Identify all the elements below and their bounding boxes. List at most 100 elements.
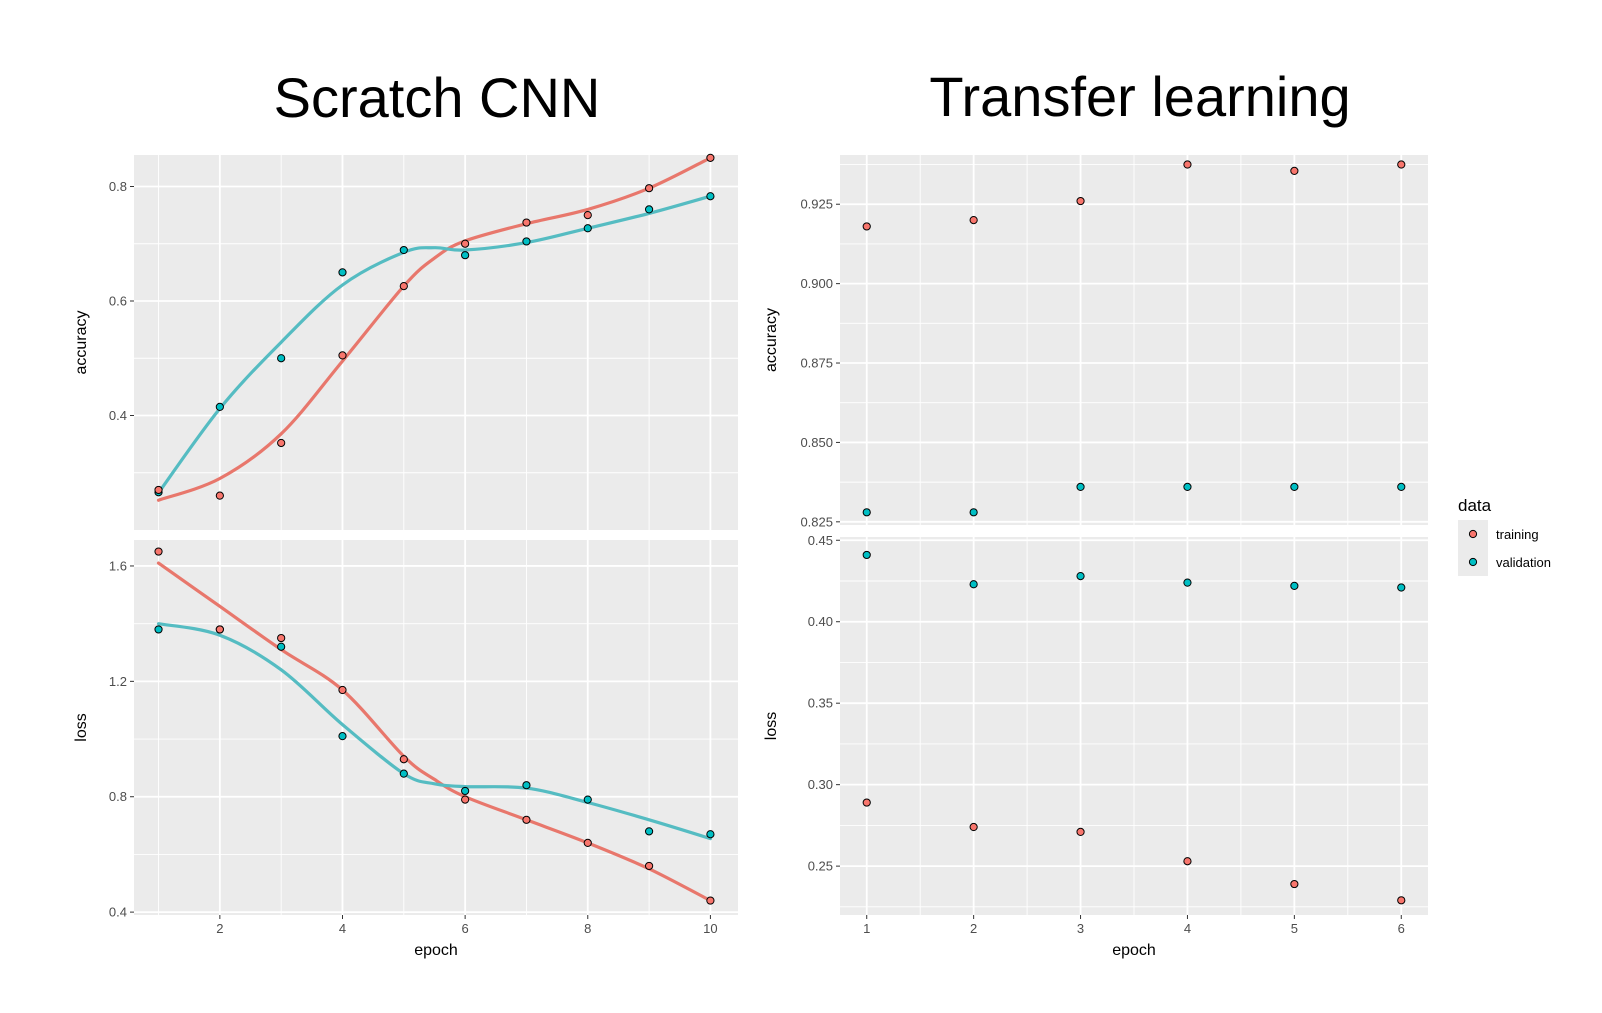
x-axis-label: epoch — [414, 942, 458, 959]
point-training — [399, 282, 408, 291]
point-training — [862, 798, 871, 807]
y-axis-label: loss — [73, 713, 90, 741]
point-validation — [461, 251, 470, 260]
point-training — [969, 216, 978, 225]
y-tick-label: 0.6 — [109, 293, 127, 308]
y-tick-label: 0.4 — [109, 905, 127, 920]
point-training — [461, 239, 470, 248]
point-validation — [338, 732, 347, 741]
point-validation — [399, 769, 408, 778]
point-training — [277, 633, 286, 643]
point-validation — [399, 245, 408, 255]
point-training — [1397, 160, 1406, 169]
y-tick-label: 0.4 — [109, 408, 127, 423]
legend: data training validation — [1458, 496, 1551, 576]
x-tick-label: 6 — [462, 921, 469, 936]
y-axis-label: accuracy — [763, 308, 780, 372]
smooth-line-validation — [156, 194, 712, 495]
point-validation — [583, 795, 592, 804]
point-training — [338, 351, 347, 360]
y-tick-label: 0.8 — [109, 179, 127, 194]
point-validation — [1076, 482, 1085, 491]
legend-title: data — [1458, 496, 1492, 515]
x-tick-label: 1 — [863, 921, 870, 936]
y-tick-label: 1.6 — [109, 558, 127, 573]
point-training — [1183, 857, 1192, 866]
point-training — [1183, 160, 1192, 169]
y-tick-label: 0.875 — [800, 356, 833, 371]
point-training — [1076, 196, 1085, 206]
point-training — [969, 822, 978, 832]
point-training — [522, 815, 531, 824]
panel-transfer-learning-loss: 0.25 0.30 0.35 0.40 0.45 loss 1 2 3 4 5 6 epoch — [763, 533, 1428, 959]
point-validation — [969, 508, 978, 517]
point-training — [461, 795, 470, 804]
chart-title-scratch-cnn: Scratch CNN — [274, 66, 601, 129]
x-tick-label: 3 — [1077, 921, 1084, 936]
panel-background — [134, 540, 738, 915]
legend-key-validation — [1468, 557, 1478, 567]
point-training — [862, 222, 871, 231]
y-tick-label: 0.8 — [109, 789, 127, 804]
y-axis-label: loss — [763, 712, 780, 740]
smooth-line-training — [156, 561, 712, 903]
point-validation — [522, 237, 531, 246]
x-tick-label: 5 — [1291, 921, 1298, 936]
point-validation — [1076, 572, 1085, 581]
x-tick-label: 6 — [1398, 921, 1405, 936]
point-training — [583, 211, 592, 220]
y-tick-label: 0.900 — [800, 276, 833, 291]
point-training — [706, 896, 715, 905]
x-tick-label: 2 — [970, 921, 977, 936]
point-training — [644, 861, 654, 871]
point-validation — [461, 786, 470, 796]
point-validation — [706, 192, 715, 201]
y-tick-label: 0.25 — [808, 859, 833, 874]
point-training — [706, 153, 715, 162]
point-validation — [338, 268, 347, 277]
point-validation — [522, 781, 531, 790]
panel-transfer-learning-accuracy: 0.825 0.850 0.875 0.900 0.925 accuracy — [763, 155, 1428, 529]
point-training — [1076, 827, 1085, 837]
point-training — [154, 485, 163, 495]
point-training — [338, 685, 347, 695]
point-validation — [583, 224, 592, 233]
point-validation — [277, 642, 286, 651]
y-tick-label: 0.850 — [800, 435, 833, 450]
point-validation — [1183, 578, 1192, 587]
legend-key-training — [1468, 529, 1478, 539]
y-tick-label: 0.925 — [800, 197, 833, 212]
point-validation — [862, 508, 871, 517]
point-validation — [154, 625, 163, 634]
y-tick-label: 1.2 — [109, 674, 127, 689]
point-training — [399, 755, 408, 764]
plots: 0.4 0.6 0.8 accuracy 0.4 0.8 1.2 1.6 loss 2 4 6 8 10 e… — [73, 153, 1428, 959]
point-training — [215, 491, 224, 500]
y-tick-label: 0.30 — [808, 777, 833, 792]
point-training — [277, 438, 286, 448]
point-validation — [1290, 482, 1299, 491]
point-validation — [644, 205, 654, 214]
x-axis-label: epoch — [1112, 942, 1156, 959]
point-training — [1397, 896, 1406, 905]
y-tick-label: 0.35 — [808, 696, 833, 711]
point-training — [1290, 879, 1299, 889]
x-tick-label: 4 — [339, 921, 346, 936]
point-validation — [1290, 581, 1299, 590]
point-validation — [706, 830, 715, 839]
point-validation — [644, 827, 654, 836]
y-tick-label: 0.825 — [800, 514, 833, 529]
point-training — [522, 218, 531, 227]
point-training — [583, 838, 592, 847]
smooth-line-training — [156, 156, 712, 502]
point-validation — [215, 402, 224, 412]
y-axis-label: accuracy — [73, 310, 90, 374]
y-tick-label: 0.45 — [808, 533, 833, 548]
point-validation — [1397, 482, 1406, 491]
smooth-line-validation — [156, 622, 712, 841]
chart-title-transfer-learning: Transfer learning — [929, 65, 1350, 128]
x-tick-label: 8 — [584, 921, 591, 936]
x-tick-label: 4 — [1184, 921, 1191, 936]
panel-scratch-cnn-accuracy: 0.4 0.6 0.8 accuracy — [73, 153, 738, 530]
